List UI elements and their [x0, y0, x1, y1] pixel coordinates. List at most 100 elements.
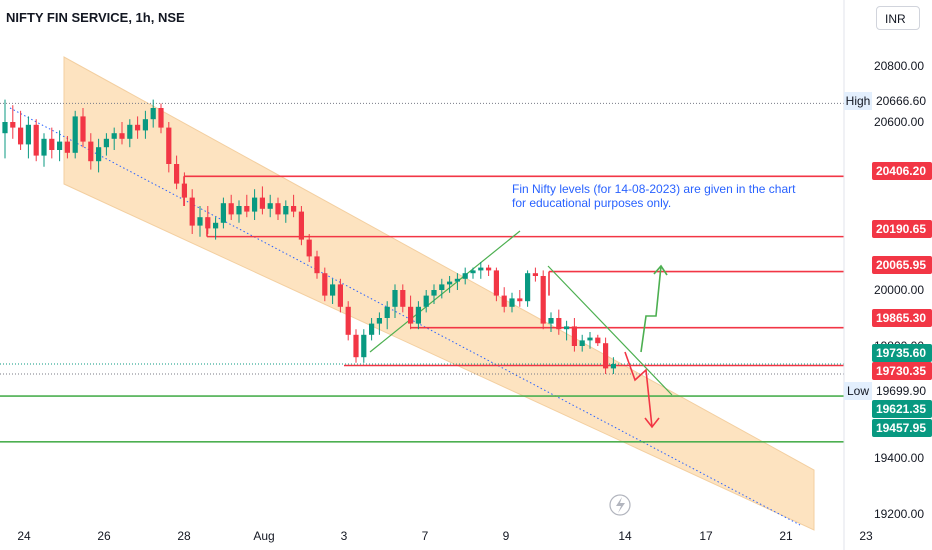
candle [236, 200, 242, 223]
candle [556, 309, 562, 335]
candle-body [322, 273, 328, 296]
candle-body [150, 108, 156, 120]
candle-body [205, 217, 211, 229]
price-level-label: 20065.95 [872, 256, 932, 274]
candle-body [213, 222, 219, 229]
candle [174, 155, 180, 190]
price-tick-label: 20000.00 [874, 283, 924, 297]
price-axis: 20800.0020600.0020000.0019800.0019400.00… [843, 0, 932, 550]
candle-body [197, 217, 203, 226]
marker-tag-text: High [846, 94, 871, 108]
candle-body [384, 306, 390, 318]
price-level-label: 19730.35 [872, 362, 932, 380]
candle [80, 108, 86, 148]
candle [501, 287, 507, 313]
candle-body [291, 206, 297, 212]
candle-body [220, 203, 226, 223]
bullish-projection-path [640, 265, 662, 353]
candle-body [275, 203, 281, 215]
bearish-projection-path [624, 351, 653, 428]
candle [158, 103, 164, 134]
candle-body [228, 203, 234, 215]
price-level-label: 19457.95 [872, 419, 932, 437]
price-label-text: 19730.35 [876, 364, 926, 378]
bearish-arrowhead [644, 417, 660, 429]
candle [314, 250, 320, 279]
candle [571, 318, 577, 352]
price-label-bg [872, 309, 932, 327]
time-tick-label: Aug [253, 529, 274, 543]
candle [610, 357, 616, 374]
candle-body [57, 141, 63, 150]
candle-body [470, 270, 476, 274]
candle [259, 186, 265, 215]
time-axis: 24 26 28 Aug 3 7 9 14 17 21 23 [17, 529, 873, 543]
candle-body [361, 334, 367, 358]
candle [25, 116, 31, 159]
candle [119, 122, 125, 145]
candle [166, 122, 172, 173]
time-tick-label: 3 [341, 529, 348, 543]
channel-band [63, 56, 815, 531]
candle-body [408, 306, 414, 324]
candle-body [119, 133, 125, 139]
candle [18, 110, 24, 150]
candle-body [369, 323, 375, 335]
candle [150, 99, 156, 128]
candle [595, 334, 601, 346]
candle-body [571, 326, 577, 346]
price-tick-label: 20600.00 [874, 115, 924, 129]
candle-body [392, 290, 398, 307]
marker-value-bg [872, 92, 932, 110]
bullish-arrowhead [653, 264, 668, 276]
candle [548, 312, 554, 332]
rising-trendline [369, 230, 521, 353]
price-level-label: 20190.65 [872, 220, 932, 238]
candle [353, 329, 359, 363]
price-label-text: 19457.95 [876, 421, 926, 435]
candle [135, 116, 141, 139]
candle-body [64, 141, 70, 153]
candle [509, 292, 515, 313]
candle [376, 312, 382, 335]
candle-body [462, 273, 468, 279]
candle-body [49, 138, 55, 150]
candle [493, 267, 499, 302]
candle-body [18, 127, 24, 145]
candle-body [166, 127, 172, 164]
currency-button[interactable]: INR [876, 6, 920, 30]
candle [127, 119, 133, 148]
candle [532, 267, 538, 282]
candle [72, 110, 78, 159]
price-level-label: 19735.60 [872, 344, 932, 362]
candle-body [587, 337, 593, 341]
candle [587, 332, 593, 349]
candle [400, 284, 406, 313]
price-level-label: 20406.20 [872, 162, 932, 180]
candle [41, 133, 47, 167]
candle [345, 301, 351, 341]
tradingview-logo-icon [609, 494, 631, 516]
candle-body [532, 273, 538, 276]
candle [540, 270, 546, 330]
candle [462, 267, 468, 285]
candle-body [267, 203, 273, 209]
candle [267, 194, 273, 218]
candle [579, 334, 585, 352]
candle-body [236, 206, 242, 215]
time-tick-label: 23 [859, 529, 873, 543]
candle-body [439, 284, 445, 290]
candle [392, 284, 398, 318]
candle [96, 138, 102, 173]
candle-body [72, 116, 78, 153]
marker-tag-bg [844, 92, 872, 110]
candle [244, 194, 250, 218]
candle [603, 337, 609, 374]
candle [142, 110, 148, 139]
candle-body [10, 122, 16, 128]
price-tick-label: 19400.00 [874, 451, 924, 465]
time-tick-label: 7 [422, 529, 429, 543]
candle-body [610, 364, 616, 369]
candle [330, 278, 336, 304]
